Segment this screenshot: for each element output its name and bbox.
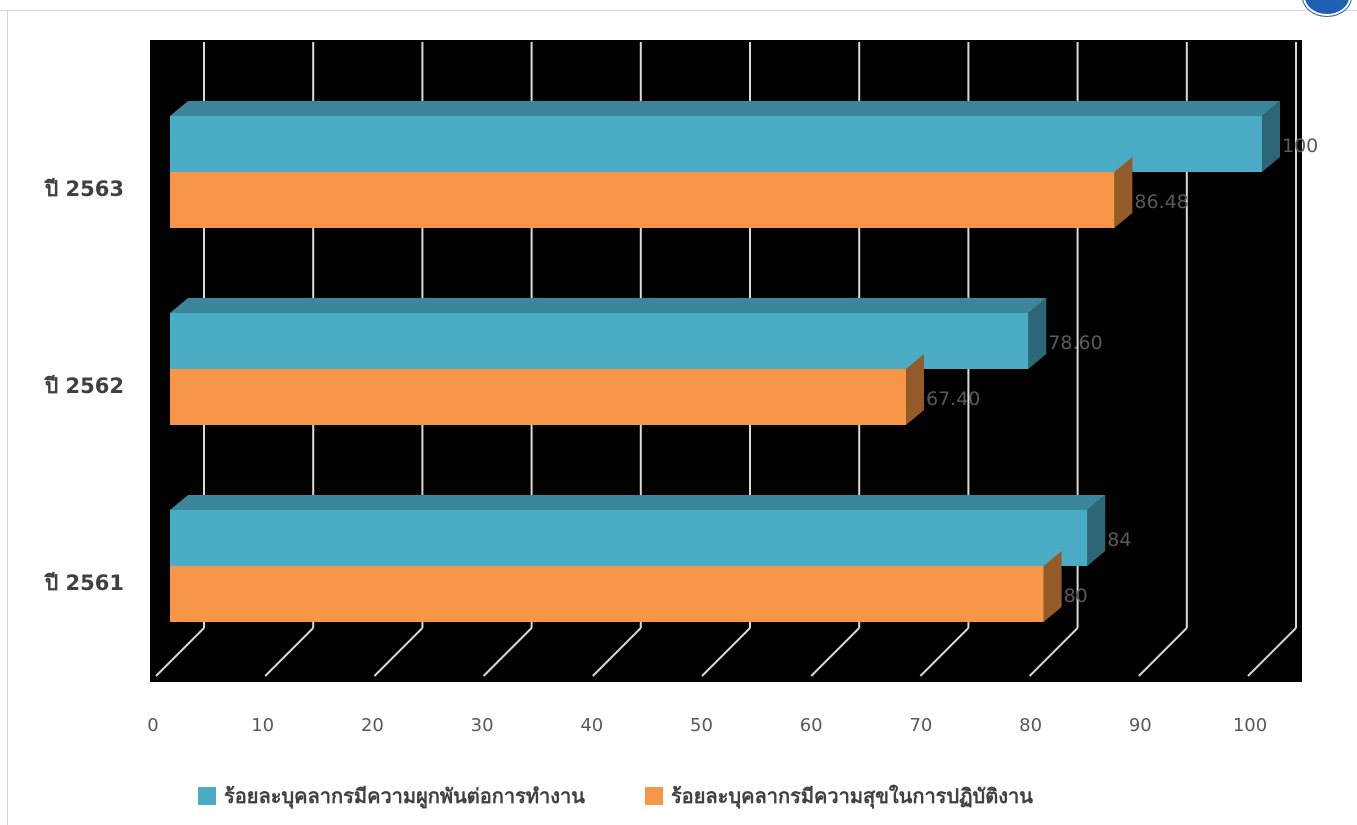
- bar-top-face: [170, 495, 1106, 510]
- legend-item-engagement: ร้อยละบุคลากรมีความผูกพันต่อการทำงาน: [198, 780, 585, 812]
- x-tick-label: 50: [690, 715, 713, 736]
- x-tick-label: 20: [361, 715, 384, 736]
- x-tick-label: 80: [1019, 715, 1042, 736]
- bar: [170, 116, 1262, 172]
- data-label: 78.60: [1048, 332, 1102, 354]
- legend-item-happiness: ร้อยละบุคลากรมีความสุขในการปฏิบัติงาน: [644, 780, 1033, 812]
- floor-gridline-1: [264, 627, 314, 677]
- bar-side-face: [1262, 101, 1280, 172]
- bar-chart: 0 10 20 30 40 50 60 70 80 90 100 84 80 ปี 2561 78.60 67…: [43, 40, 1318, 736]
- data-label: 67.40: [926, 388, 980, 410]
- bar-side-face: [1114, 157, 1133, 228]
- x-tick-label: 30: [471, 715, 494, 736]
- x-tick-label: 40: [580, 715, 603, 736]
- bar-top-face: [170, 298, 1047, 313]
- legend-label-engagement: ร้อยละบุคลากรมีความผูกพันต่อการทำงาน: [224, 784, 585, 808]
- frame-line-left: [7, 10, 8, 825]
- floor-gridline-4: [592, 627, 642, 677]
- x-tick-label: 100: [1233, 715, 1267, 736]
- floor-gridline-2: [373, 627, 424, 677]
- legend-swatch-happiness: [644, 787, 663, 805]
- bar-top-face: [170, 101, 1280, 116]
- floor-gridline-6: [810, 627, 860, 677]
- frame-line-top: [0, 10, 1357, 11]
- floor-gridline-5: [701, 627, 751, 677]
- legend-swatch-engagement: [198, 787, 216, 805]
- category-label: ปี 2563: [43, 177, 124, 201]
- x-tick-label: 90: [1129, 715, 1152, 736]
- data-label: 80: [1064, 585, 1088, 607]
- bar-side-face: [906, 354, 925, 425]
- data-label: 84: [1107, 529, 1131, 551]
- x-tick-label: 10: [251, 715, 274, 736]
- legend: ร้อยละบุคลากรมีความผูกพันต่อการทำงาน ร้อ…: [198, 780, 1033, 812]
- bar-side-face: [1087, 495, 1106, 566]
- bar-side-face: [1043, 551, 1062, 622]
- floor-gridline-8: [1028, 627, 1079, 677]
- floor-gridline-3: [482, 627, 533, 677]
- bar: [170, 172, 1115, 228]
- floor-gridline-7: [919, 627, 970, 677]
- bar: [170, 369, 907, 425]
- x-tick-label: 60: [800, 715, 823, 736]
- bar: [170, 313, 1029, 369]
- bar: [170, 566, 1044, 622]
- floor-gridline-0: [155, 627, 205, 677]
- floor-gridline-10: [1247, 627, 1297, 677]
- bar-side-face: [1028, 298, 1047, 369]
- legend-label-happiness: ร้อยละบุคลากรมีความสุขในการปฏิบัติงาน: [670, 784, 1033, 808]
- bar: [170, 510, 1088, 566]
- category-label: ปี 2562: [43, 374, 124, 398]
- floor-gridline-9: [1138, 627, 1188, 677]
- x-tick-label: 0: [147, 715, 158, 736]
- category-label: ปี 2561: [43, 571, 124, 595]
- data-label: 100: [1282, 135, 1318, 157]
- x-tick-label: 70: [909, 715, 932, 736]
- data-label: 86.48: [1134, 191, 1188, 213]
